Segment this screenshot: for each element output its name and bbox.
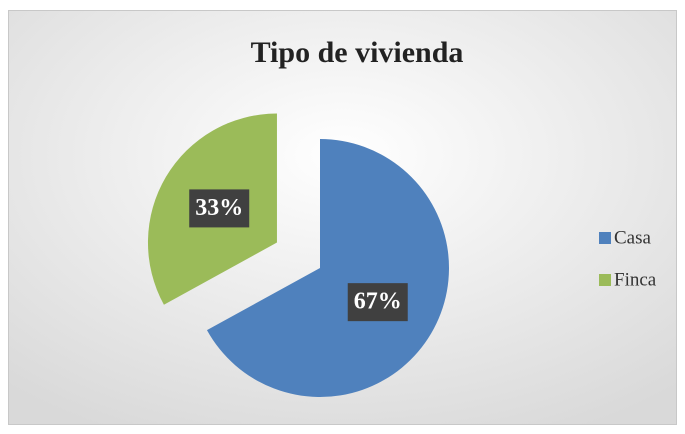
legend-label: Casa bbox=[614, 227, 652, 248]
value-label-box bbox=[347, 283, 408, 322]
pie-slice bbox=[206, 139, 450, 397]
legend-swatch bbox=[599, 232, 611, 244]
value-label: 33% bbox=[195, 195, 243, 221]
legend-swatch bbox=[599, 274, 611, 286]
legend-label: Finca bbox=[614, 269, 657, 290]
value-label-box bbox=[189, 189, 250, 228]
chart-title: Tipo de vivienda bbox=[251, 36, 464, 69]
value-label: 67% bbox=[354, 289, 402, 315]
